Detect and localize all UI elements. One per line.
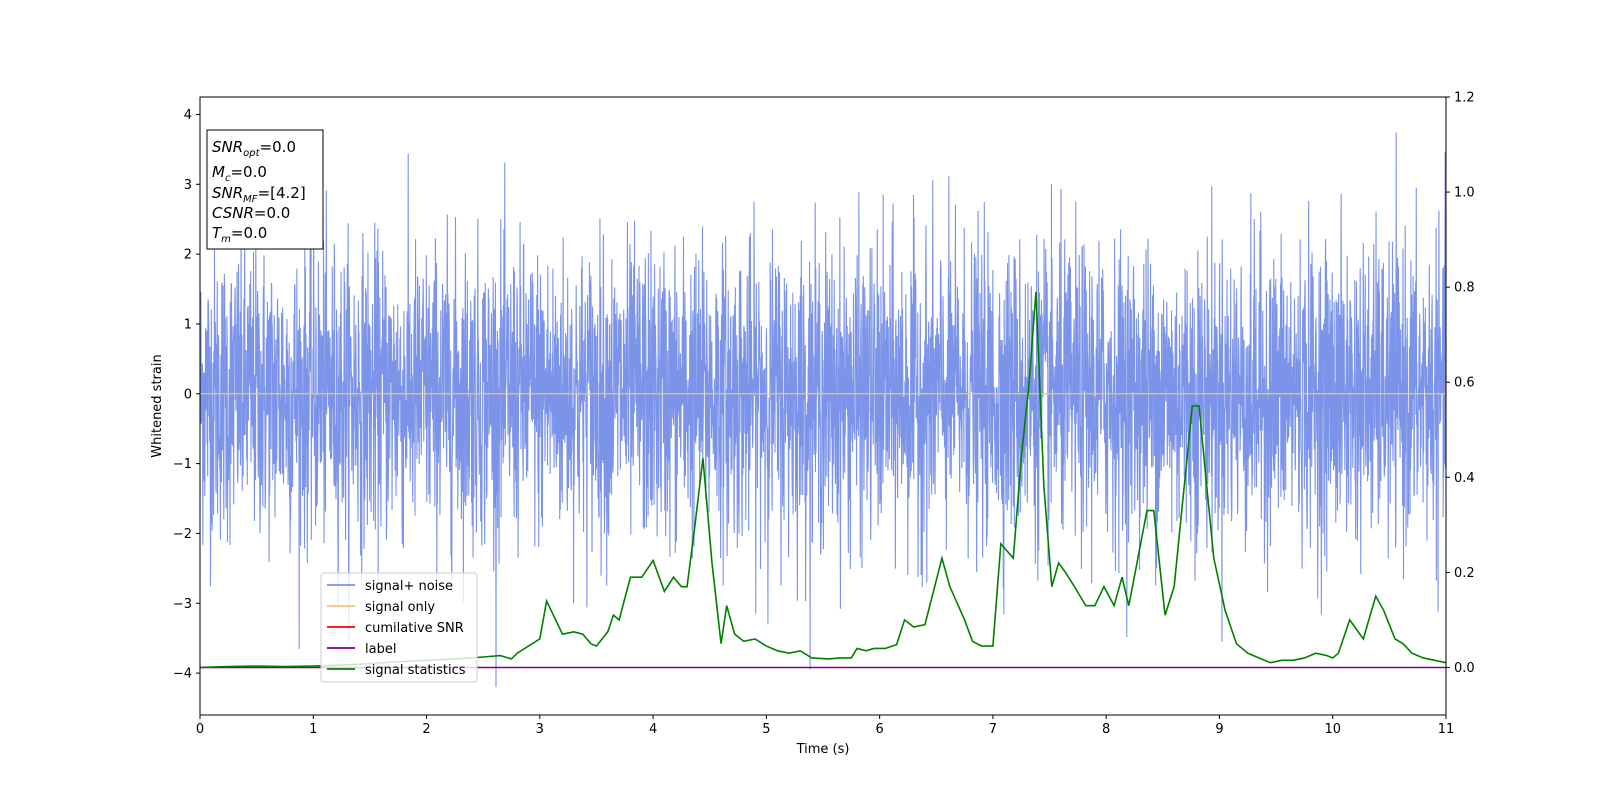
legend-entry: signal statistics (365, 663, 466, 678)
y-tick-label: −1 (173, 457, 192, 472)
x-tick-label: 9 (1215, 722, 1223, 737)
y2-tick-label: 1.2 (1454, 91, 1475, 106)
y-tick-label: 0 (184, 387, 192, 402)
x-tick-label: 4 (649, 722, 657, 737)
x-axis-label: Time (s) (796, 742, 850, 757)
y-tick-label: −4 (173, 667, 192, 682)
y-tick-label: 4 (184, 108, 192, 123)
annotation-line: Tm=0.0 (212, 224, 267, 245)
y-tick-label: 1 (184, 317, 192, 332)
y-tick-label: −3 (173, 597, 192, 612)
annotation-line: SNRMF=[4.2] (212, 184, 306, 205)
x-tick-label: 8 (1102, 722, 1110, 737)
x-tick-label: 7 (989, 722, 997, 737)
annotation-frame (206, 129, 324, 250)
x-tick-label: 5 (762, 722, 770, 737)
x-tick-label: 1 (309, 722, 317, 737)
x-tick-label: 6 (875, 722, 883, 737)
legend-entry: signal only (365, 600, 435, 615)
y2-tick-label: 0.6 (1454, 376, 1475, 391)
y2-tick-label: 0.4 (1454, 471, 1475, 486)
legend-entry: cumilative SNR (365, 621, 464, 636)
y2-tick-label: 0.8 (1454, 281, 1475, 296)
legend-frame (320, 572, 478, 683)
series-signal-statistics (200, 291, 1446, 669)
x-tick-label: 11 (1438, 722, 1455, 737)
annotation-line: Mc=0.0 (212, 163, 267, 184)
annotation-line: CSNR=0.0 (212, 204, 290, 222)
legend-entry: signal+ noise (365, 579, 453, 594)
legend-entry: label (365, 642, 396, 657)
plot-area-frame (199, 96, 1447, 716)
x-tick-label: 10 (1324, 722, 1341, 737)
y-tick-label: 3 (184, 178, 192, 193)
y-axis-label: Whitened strain (150, 354, 165, 457)
axes-layer: 0 1 2 3 4 5 6 7 8 9 10 11 −4 −3 −2 −1 0 1 2 3 4 0.0 0.2 0.4 0.6 0… (150, 91, 1475, 758)
y2-tick-label: 0.2 (1454, 566, 1475, 581)
x-tick-label: 0 (196, 722, 204, 737)
y2-tick-label: 1.0 (1454, 186, 1475, 201)
legend: signal+ noise signal only cumilative SNR la… (320, 572, 478, 683)
annotation-line: SNRopt=0.0 (212, 138, 296, 159)
x-tick-label: 3 (536, 722, 544, 737)
x-tick-label: 2 (422, 722, 430, 737)
series-signal-noise (200, 132, 1446, 688)
y2-tick-label: 0.0 (1454, 661, 1475, 676)
y-tick-label: −2 (173, 527, 192, 542)
y-tick-label: 2 (184, 248, 192, 263)
